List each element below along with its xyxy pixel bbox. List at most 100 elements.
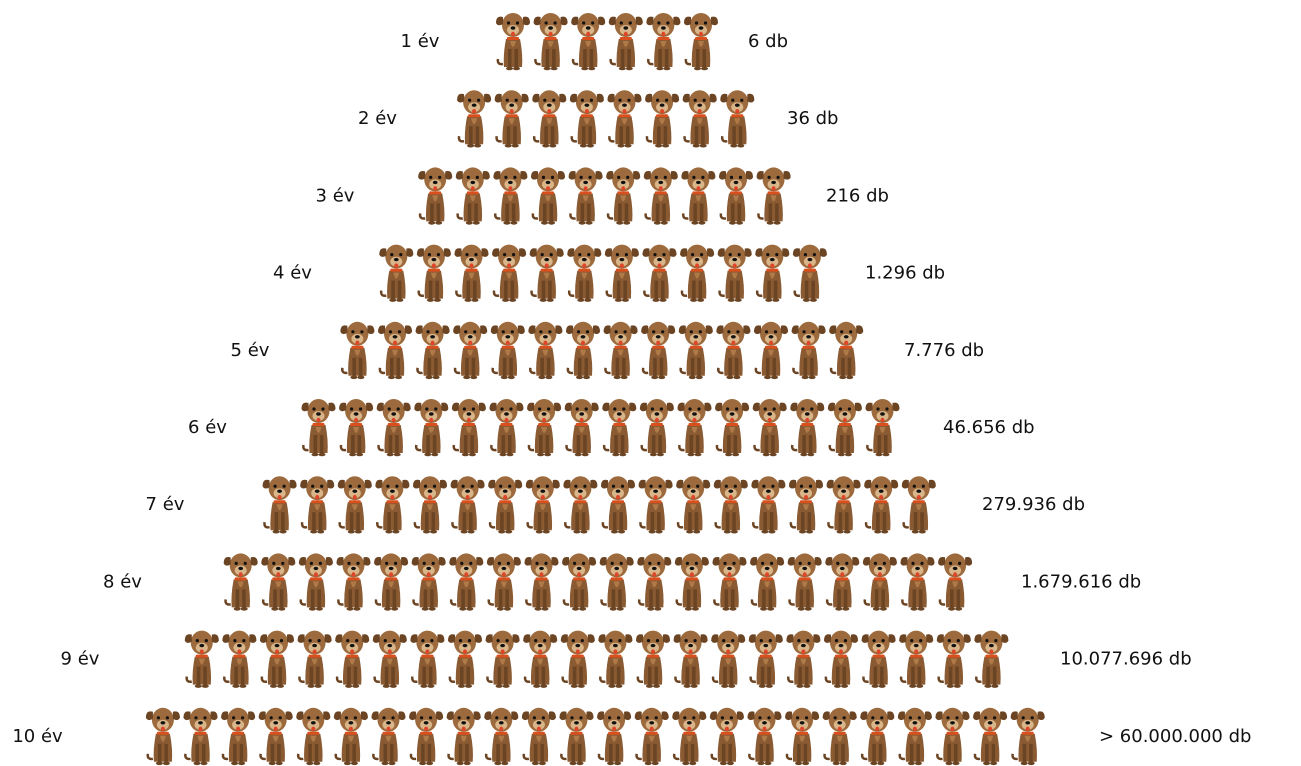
dog-icon bbox=[224, 553, 258, 610]
dog-icon bbox=[646, 13, 680, 70]
dog-icon bbox=[379, 245, 413, 302]
dog-icon bbox=[522, 708, 556, 765]
dog-icon bbox=[974, 631, 1008, 688]
dog-icon bbox=[714, 476, 748, 533]
dog-icon bbox=[757, 167, 791, 224]
dog-icon bbox=[531, 167, 565, 224]
dog-icon bbox=[937, 631, 971, 688]
dog-icon bbox=[185, 631, 219, 688]
dog-icon bbox=[608, 90, 642, 147]
dog-icon bbox=[335, 631, 369, 688]
count-label: 279.936 db bbox=[982, 494, 1085, 515]
dog-icon bbox=[340, 322, 374, 379]
dog-icon bbox=[563, 476, 597, 533]
dog-icon bbox=[562, 553, 596, 610]
dog-icon bbox=[296, 708, 330, 765]
dog-icon bbox=[605, 245, 639, 302]
dog-icon bbox=[561, 631, 595, 688]
dog-icon bbox=[899, 631, 933, 688]
count-label: 36 db bbox=[787, 108, 838, 129]
dog-icon bbox=[829, 322, 863, 379]
dog-icon bbox=[493, 167, 527, 224]
count-label: 10.077.696 db bbox=[1060, 649, 1192, 670]
dog-icon bbox=[417, 245, 451, 302]
dog-icon bbox=[487, 553, 521, 610]
dog-icon bbox=[456, 167, 490, 224]
dog-icon bbox=[374, 553, 408, 610]
dog-icon bbox=[683, 90, 717, 147]
dog-icon bbox=[711, 631, 745, 688]
dog-icon bbox=[823, 708, 857, 765]
year-label: 2 év bbox=[358, 108, 397, 129]
dog-icon bbox=[600, 553, 634, 610]
dog-icon bbox=[790, 399, 824, 456]
dog-icon bbox=[528, 322, 562, 379]
dog-icon bbox=[718, 245, 752, 302]
dog-icon bbox=[339, 399, 373, 456]
dog-icon bbox=[263, 476, 297, 533]
dog-icon bbox=[496, 13, 530, 70]
dog-icon bbox=[680, 245, 714, 302]
dog-icon bbox=[495, 90, 529, 147]
dog-icon bbox=[414, 399, 448, 456]
dog-icon bbox=[259, 708, 293, 765]
year-label: 1 év bbox=[401, 31, 440, 52]
dog-icon bbox=[675, 553, 709, 610]
dog-icon bbox=[898, 708, 932, 765]
dog-icon bbox=[146, 708, 180, 765]
dog-icon bbox=[674, 631, 708, 688]
dog-icon bbox=[334, 708, 368, 765]
year-label: 8 év bbox=[103, 571, 142, 592]
dog-icon bbox=[453, 322, 487, 379]
dog-icon bbox=[523, 631, 557, 688]
dog-icon bbox=[751, 476, 785, 533]
dog-icon bbox=[684, 13, 718, 70]
dog-icon bbox=[337, 553, 371, 610]
dog-icon bbox=[606, 167, 640, 224]
dog-icon bbox=[486, 631, 520, 688]
dog-icon bbox=[827, 476, 861, 533]
year-label: 7 év bbox=[146, 494, 185, 515]
dog-icon bbox=[375, 476, 409, 533]
dog-icon bbox=[863, 553, 897, 610]
dog-icon bbox=[936, 708, 970, 765]
dog-icon bbox=[601, 476, 635, 533]
dog-icon bbox=[635, 708, 669, 765]
dog-icon bbox=[860, 708, 894, 765]
dog-icon bbox=[609, 13, 643, 70]
dog-icon bbox=[679, 322, 713, 379]
dog-icon bbox=[449, 553, 483, 610]
dog-icon bbox=[491, 322, 525, 379]
dog-icon bbox=[452, 399, 486, 456]
dog-icon bbox=[864, 476, 898, 533]
dog-icon bbox=[789, 476, 823, 533]
dog-icon bbox=[902, 476, 936, 533]
dog-icon bbox=[973, 708, 1007, 765]
dog-icon bbox=[372, 708, 406, 765]
dog-icon bbox=[418, 167, 452, 224]
dog-icon bbox=[484, 708, 518, 765]
dog-icon bbox=[901, 553, 935, 610]
year-label: 10 év bbox=[12, 726, 63, 747]
count-label: 7.776 db bbox=[904, 340, 984, 361]
dog-icon bbox=[786, 631, 820, 688]
dog-icon bbox=[1011, 708, 1045, 765]
dog-icon bbox=[534, 13, 568, 70]
dog-icon bbox=[792, 322, 826, 379]
dog-icon bbox=[492, 245, 526, 302]
dog-icon bbox=[377, 399, 411, 456]
dog-icon bbox=[753, 399, 787, 456]
dog-icon bbox=[298, 631, 332, 688]
dog-icon bbox=[602, 399, 636, 456]
dog-icon bbox=[719, 167, 753, 224]
dog-icon bbox=[532, 90, 566, 147]
infographic: 1 év6 db2 év36 db3 év216 db4 év1.296 db5… bbox=[0, 0, 1301, 766]
year-label: 3 év bbox=[316, 185, 355, 206]
dog-icon bbox=[184, 708, 218, 765]
dog-icon bbox=[604, 322, 638, 379]
dog-icon bbox=[447, 708, 481, 765]
dog-icon bbox=[862, 631, 896, 688]
dog-icon bbox=[715, 399, 749, 456]
dog-icon bbox=[676, 476, 710, 533]
dog-icon bbox=[639, 476, 673, 533]
